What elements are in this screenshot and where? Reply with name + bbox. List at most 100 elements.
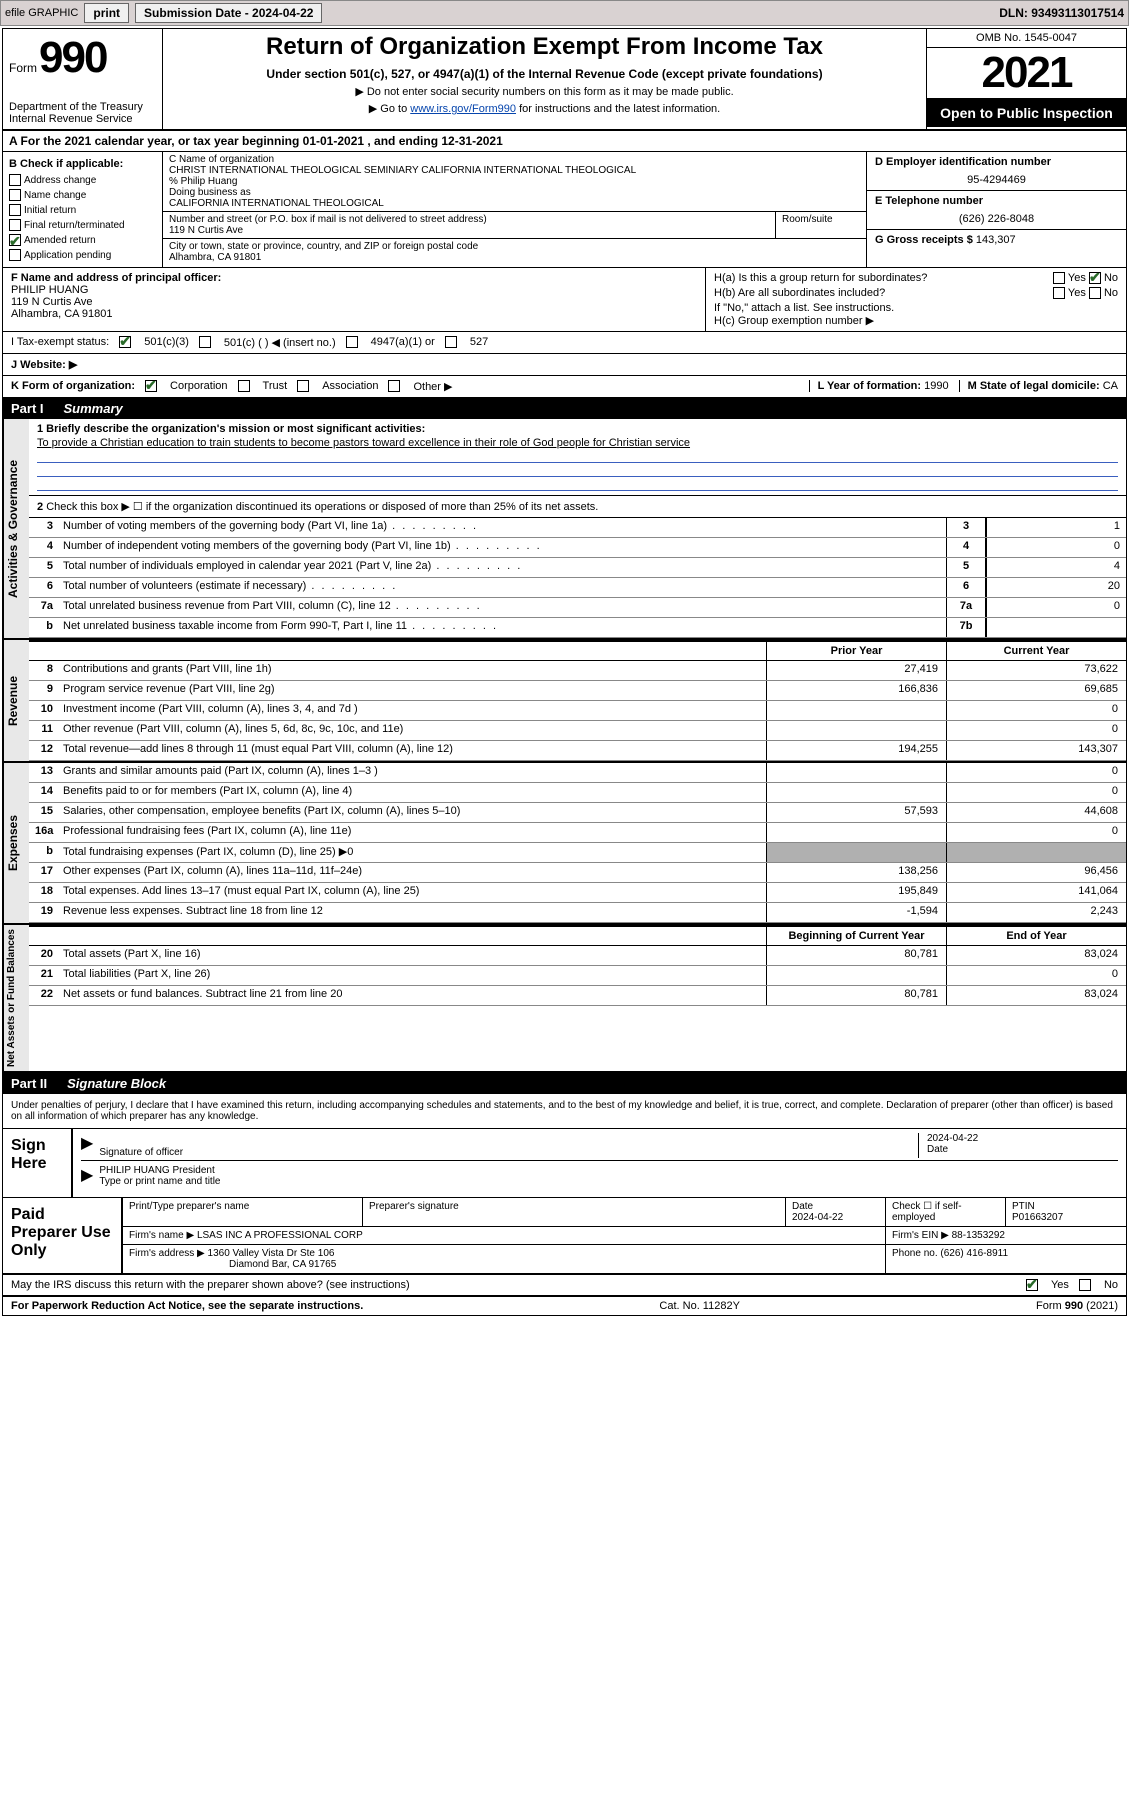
part1-num: Part I (11, 401, 44, 416)
q1-label: 1 Briefly describe the organization's mi… (37, 423, 1118, 435)
activity-row: 7aTotal unrelated business revenue from … (29, 598, 1126, 618)
dept-label: Department of the Treasury (9, 101, 156, 113)
firm-addr-label: Firm's address ▶ (129, 1248, 205, 1259)
form-number: 990 (39, 33, 106, 83)
opt-501c3: 501(c)(3) (144, 336, 189, 348)
line-m-value: CA (1103, 380, 1118, 392)
activity-row: 3Number of voting members of the governi… (29, 518, 1126, 538)
nameorg-label: C Name of organization (169, 154, 860, 165)
firm-phone-label: Phone no. (892, 1248, 938, 1259)
netassets-vert-label: Net Assets or Fund Balances (3, 925, 29, 1071)
check-corp[interactable] (145, 380, 157, 392)
na-col-header: Beginning of Current Year End of Year (29, 925, 1126, 946)
phone-value: (626) 226-8048 (875, 213, 1118, 225)
hb-label: H(b) Are all subordinates included? (714, 287, 885, 299)
data-row: 17Other expenses (Part IX, column (A), l… (29, 863, 1126, 883)
footer-right: Form 990 (2021) (1036, 1300, 1118, 1312)
opt-app-pending[interactable]: Application pending (9, 248, 156, 263)
header-mid: Return of Organization Exempt From Incom… (163, 29, 926, 129)
footer-mid: Cat. No. 11282Y (659, 1300, 740, 1312)
question-1: 1 Briefly describe the organization's mi… (29, 419, 1126, 496)
opt-initial-return[interactable]: Initial return (9, 203, 156, 218)
data-row: 13Grants and similar amounts paid (Part … (29, 763, 1126, 783)
sig-officer-label: Signature of officer (99, 1147, 918, 1158)
prep-date-value: 2024-04-22 (792, 1212, 843, 1223)
form-title: Return of Organization Exempt From Incom… (169, 33, 920, 61)
boxes-d-e-g: D Employer identification number 95-4294… (866, 152, 1126, 267)
subtitle-2: ▶ Do not enter social security numbers o… (169, 85, 920, 98)
expenses-vert-label: Expenses (3, 763, 29, 923)
ha-yes: Yes (1068, 272, 1086, 284)
opt-3-label: Final return/terminated (24, 220, 125, 231)
sign-here-label: Sign Here (3, 1129, 73, 1197)
prior-year-header: Prior Year (766, 642, 946, 660)
city-value: Alhambra, CA 91801 (169, 252, 860, 263)
activity-row: 6Total number of volunteers (estimate if… (29, 578, 1126, 598)
form-990: Form 990 Department of the Treasury Inte… (2, 28, 1127, 1316)
firm-addr2: Diamond Bar, CA 91765 (229, 1259, 336, 1270)
sub3-pre: ▶ Go to (369, 103, 410, 115)
data-row: 10Investment income (Part VIII, column (… (29, 701, 1126, 721)
data-row: 21Total liabilities (Part X, line 26)0 (29, 966, 1126, 986)
line-l-value: 1990 (924, 380, 948, 392)
check-4947[interactable] (346, 336, 358, 348)
discuss-row: May the IRS discuss this return with the… (3, 1275, 1126, 1297)
data-row: 22Net assets or fund balances. Subtract … (29, 986, 1126, 1006)
opt-name-change[interactable]: Name change (9, 188, 156, 203)
open-to-public: Open to Public Inspection (927, 99, 1126, 127)
line-m-label: M State of legal domicile: (968, 380, 1100, 392)
opt-trust: Trust (263, 380, 288, 392)
line-k-label: K Form of organization: (11, 380, 135, 392)
penalty-statement: Under penalties of perjury, I declare th… (3, 1094, 1126, 1129)
opt-amended-return[interactable]: Amended return (9, 233, 156, 248)
activity-row: 5Total number of individuals employed in… (29, 558, 1126, 578)
footer-row: For Paperwork Reduction Act Notice, see … (3, 1297, 1126, 1315)
box-h: H(a) Is this a group return for subordin… (706, 268, 1126, 331)
firm-ein: 88-1353292 (952, 1230, 1005, 1241)
part1-title: Summary (64, 401, 123, 416)
box-b-header: B Check if applicable: (9, 156, 156, 173)
sign-here-block: Sign Here ▶ Signature of officer 2024-04… (3, 1129, 1126, 1198)
check-other[interactable] (388, 380, 400, 392)
dba-label: Doing business as (169, 187, 860, 198)
line-l-label: L Year of formation: (818, 380, 922, 392)
hc-label: H(c) Group exemption number ▶ (714, 314, 1118, 327)
check-assoc[interactable] (297, 380, 309, 392)
irs-link[interactable]: www.irs.gov/Form990 (410, 103, 516, 115)
discuss-no: No (1104, 1279, 1118, 1291)
opt-address-change[interactable]: Address change (9, 173, 156, 188)
opt-5-label: Application pending (24, 250, 111, 261)
print-button[interactable]: print (84, 3, 129, 23)
data-row: 19Revenue less expenses. Subtract line 1… (29, 903, 1126, 923)
room-label: Room/suite (776, 212, 866, 238)
phone-label: E Telephone number (875, 195, 1118, 207)
data-row: 16aProfessional fundraising fees (Part I… (29, 823, 1126, 843)
line-j: J Website: ▶ (3, 354, 1126, 376)
paid-preparer-label: Paid Preparer Use Only (3, 1198, 123, 1273)
opt-final-return[interactable]: Final return/terminated (9, 218, 156, 233)
check-trust[interactable] (238, 380, 250, 392)
sig-date: 2024-04-22 (927, 1133, 1118, 1144)
opt-other: Other ▶ (413, 380, 452, 393)
prep-sig-header: Preparer's signature (363, 1198, 786, 1226)
netassets-section: Net Assets or Fund Balances Beginning of… (3, 925, 1126, 1073)
data-row: 12Total revenue—add lines 8 through 11 (… (29, 741, 1126, 761)
firm-phone: (626) 416-8911 (940, 1248, 1008, 1259)
subtitle-1: Under section 501(c), 527, or 4947(a)(1)… (169, 67, 920, 81)
submission-date-label: Submission Date - 2024-04-22 (135, 3, 322, 23)
rev-col-header: Prior Year Current Year (29, 640, 1126, 661)
opt-1-label: Name change (24, 190, 86, 201)
discuss-no-check[interactable] (1079, 1279, 1091, 1291)
ein-value: 95-4294469 (875, 174, 1118, 186)
sig-name-label: Type or print name and title (99, 1176, 1118, 1187)
check-527[interactable] (445, 336, 457, 348)
prep-name-header: Print/Type preparer's name (123, 1198, 363, 1226)
check-501c[interactable] (199, 336, 211, 348)
check-501c3[interactable] (119, 336, 131, 348)
discuss-yes-check[interactable] (1026, 1279, 1038, 1291)
officer-addr2: Alhambra, CA 91801 (11, 308, 697, 320)
revenue-vert-label: Revenue (3, 640, 29, 761)
omb-label: OMB No. 1545-0047 (927, 29, 1126, 48)
opt-527: 527 (470, 336, 488, 348)
q1-answer: To provide a Christian education to trai… (37, 437, 1118, 449)
